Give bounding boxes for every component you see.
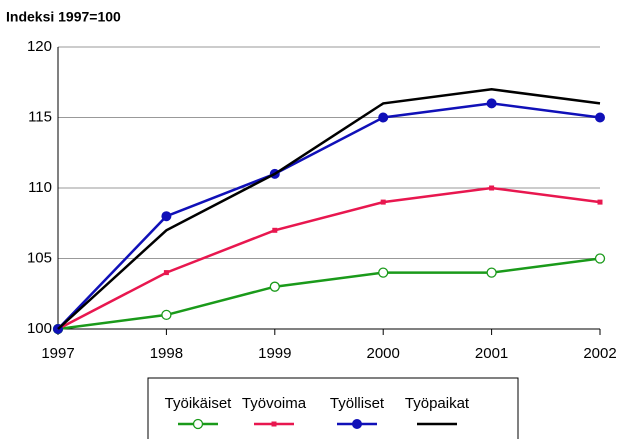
marker: [597, 199, 603, 205]
y-tick-label: 120: [27, 38, 52, 55]
chart-title: Indeksi 1997=100: [6, 9, 121, 25]
marker: [271, 421, 277, 427]
marker: [378, 112, 389, 123]
legend-label: Työlliset: [330, 395, 385, 412]
y-tick-label: 115: [28, 108, 52, 125]
marker: [192, 418, 204, 430]
marker: [272, 227, 278, 233]
series-line: [57, 186, 601, 331]
series-line: [57, 88, 601, 330]
x-tick-label: 2000: [367, 345, 400, 362]
legend-label: Työpaikat: [405, 395, 470, 412]
marker: [269, 281, 280, 292]
x-tick-label: 1997: [41, 345, 74, 362]
series-line: [57, 102, 601, 330]
marker: [352, 419, 362, 429]
y-tick-label: 100: [27, 320, 52, 337]
marker: [486, 98, 497, 109]
marker: [486, 267, 497, 278]
series-line: [57, 257, 601, 331]
marker: [163, 270, 169, 276]
x-tick-label: 2001: [475, 345, 508, 362]
marker: [594, 253, 606, 264]
y-tick-label: 110: [28, 179, 52, 196]
legend-label: Työvoima: [242, 395, 307, 412]
x-tick-label: 2002: [583, 345, 616, 362]
legend-label: Työikäiset: [165, 395, 233, 412]
marker: [161, 211, 172, 222]
marker: [161, 309, 172, 321]
marker: [378, 267, 389, 278]
marker: [595, 112, 605, 123]
marker: [380, 199, 386, 205]
x-tick-label: 1998: [150, 345, 183, 362]
marker: [489, 185, 495, 191]
y-tick-label: 105: [27, 249, 52, 266]
x-tick-label: 1999: [258, 345, 291, 362]
legend-box: [147, 377, 519, 439]
